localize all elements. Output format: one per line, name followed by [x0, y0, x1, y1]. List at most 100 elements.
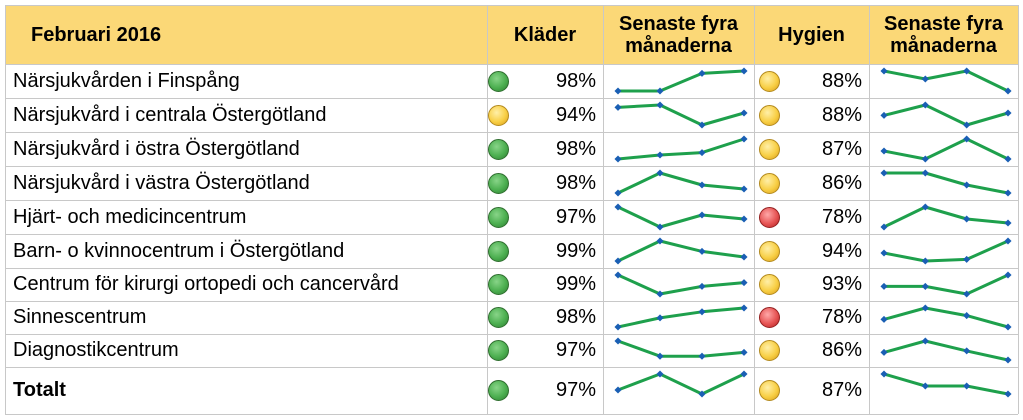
hygien-value: 86% [754, 334, 869, 367]
row-name: Närsjukvård i östra Östergötland [13, 137, 300, 160]
klader-value: 97% [487, 200, 603, 234]
klader-trend-row-7-line [617, 273, 745, 296]
row-name: Närsjukvård i västra Östergötland [13, 171, 310, 194]
klader-status-green-icon [488, 70, 509, 92]
klader-trend-row-2-point-4 [740, 109, 748, 117]
hygien-trend-row-9-point-1 [880, 348, 888, 356]
row-name: Totalt [13, 379, 66, 401]
row-name: Närsjukvård i centrala Östergötland [13, 103, 327, 126]
header-klader: Kläder [513, 23, 577, 46]
klader-trend-row-2-point-2 [656, 101, 664, 109]
klader-trend-row-8-point-2 [656, 314, 664, 322]
klader-trend-row-4-point-2 [656, 169, 664, 177]
hygien-status-yellow-icon [759, 380, 780, 401]
klader-status-green-icon [488, 240, 509, 262]
hygien-value: 94% [754, 234, 869, 268]
hygien-status-red-icon [759, 206, 780, 228]
hygien-trend-row-10-point-3 [963, 382, 971, 390]
klader-trend-row-3-point-2 [656, 151, 664, 159]
hygien-trend-row-4-point-2 [921, 169, 929, 177]
row-name: Centrum för kirurgi ortopedi och cancerv… [13, 273, 399, 295]
klader-trend-row-8-point-3 [698, 308, 706, 316]
row-name: Barn- o kvinnocentrum i Östergötland [13, 239, 345, 262]
hygien-trend-row-4-line [884, 171, 1009, 195]
klader-value: 99% [487, 234, 603, 268]
hygien-trend-row-6-point-4 [1004, 237, 1012, 245]
klader-trend-row-1-point-2 [656, 87, 664, 95]
hygien-trend-row-8-point-1 [880, 315, 888, 323]
klader-trend-row-3-point-4 [740, 135, 748, 143]
klader-trend-row-9-point-4 [740, 348, 748, 356]
hygien-trend-row-9-point-2 [921, 337, 929, 345]
klader-trend-row-6-point-3 [698, 247, 706, 255]
klader-trend-row-7-point-3 [698, 282, 706, 290]
klader-value: 98% [487, 166, 603, 200]
hygien-trend-row-2-point-3 [963, 121, 971, 129]
hygien-trend-row-7-point-2 [921, 282, 929, 290]
klader-trend-row-5-point-2 [656, 223, 664, 231]
klader-trend-row-7-point-2 [656, 290, 664, 298]
header-hygien: Hygien [778, 23, 845, 46]
hygien-trend-row-4-point-4 [1004, 189, 1012, 197]
hygien-trend-row-1-point-2 [921, 75, 929, 83]
klader-value: 99% [487, 268, 603, 301]
klader-trend-row-9-point-2 [656, 352, 664, 360]
hygien-trend-row-7-point-4 [1004, 271, 1012, 279]
klader-trend-row-6-point-1 [614, 257, 622, 265]
klader-status-green-icon [488, 206, 509, 228]
klader-trend-row-10-point-2 [656, 370, 664, 378]
hygien-trend-row-7-point-3 [963, 290, 971, 298]
klader-trend-row-5-line [617, 205, 745, 229]
hygien-trend-row-1-point-1 [880, 67, 888, 75]
hygien-status-yellow-icon [759, 274, 780, 295]
hygien-trend-row-8-point-3 [963, 312, 971, 320]
hygien-value: 78% [754, 200, 869, 234]
klader-trend-row-7-point-1 [614, 271, 622, 279]
klader-trend-row-3-line [617, 137, 745, 161]
klader-trend-row-1-point-3 [698, 69, 706, 77]
klader-trend-row-5-point-4 [740, 215, 748, 223]
hygien-trend-row-10-point-2 [921, 382, 929, 390]
hygien-status-red-icon [759, 307, 780, 328]
header-hygien-trend: Senaste fyra månaderna [884, 12, 1003, 57]
hygien-trend-row-2-point-2 [921, 101, 929, 109]
klader-trend-row-4-point-3 [698, 181, 706, 189]
hygien-trend-row-5-line [883, 205, 1009, 229]
hygien-value: 93% [754, 268, 869, 301]
klader-status-green-icon [488, 307, 509, 328]
hygien-trend-row-6-point-3 [963, 255, 971, 263]
klader-trend-row-4-point-4 [740, 185, 748, 193]
klader-trend-row-5-point-1 [614, 203, 622, 211]
klader-trend-row-6-point-2 [656, 237, 664, 245]
hygien-status-yellow-icon [759, 172, 780, 194]
hygien-trend-row-9-point-3 [963, 347, 971, 355]
row-name: Närsjukvården i Finspång [13, 69, 240, 92]
hygien-trend-row-5-point-4 [1004, 219, 1012, 227]
klader-trend-row-10-point-3 [698, 390, 706, 398]
header-klader-trend: Senaste fyra månaderna [619, 12, 738, 57]
klader-value: 98% [487, 132, 603, 166]
hygien-trend-row-3-point-3 [963, 135, 971, 143]
hygien-trend-row-2-point-1 [880, 111, 888, 119]
klader-value: 97% [487, 367, 603, 414]
hygien-status-yellow-icon [759, 240, 780, 262]
klader-trend-row-8-line [617, 306, 745, 329]
hygien-trend-row-10-line [883, 372, 1009, 396]
klader-status-green-icon [488, 380, 509, 401]
klader-trend-row-4-point-1 [614, 189, 622, 197]
hygien-value: 88% [754, 64, 869, 98]
klader-status-yellow-icon [488, 104, 509, 126]
klader-trend-row-3-point-3 [698, 149, 706, 157]
klader-trend-row-9-point-1 [614, 337, 622, 345]
klader-trend-row-1-point-1 [614, 87, 622, 95]
klader-trend-row-3-point-1 [614, 155, 622, 163]
klader-value: 98% [487, 301, 603, 334]
hygien-trend-row-2-line [883, 103, 1009, 127]
hygien-trend-row-5-point-2 [921, 203, 929, 211]
hygien-trend-row-5-point-1 [880, 223, 888, 231]
hygien-trend-row-6-line [883, 239, 1009, 263]
klader-trend-row-10-point-1 [614, 386, 622, 394]
hygien-trend-row-3-point-2 [921, 155, 929, 163]
hygien-trend-row-1-point-4 [1004, 87, 1012, 95]
